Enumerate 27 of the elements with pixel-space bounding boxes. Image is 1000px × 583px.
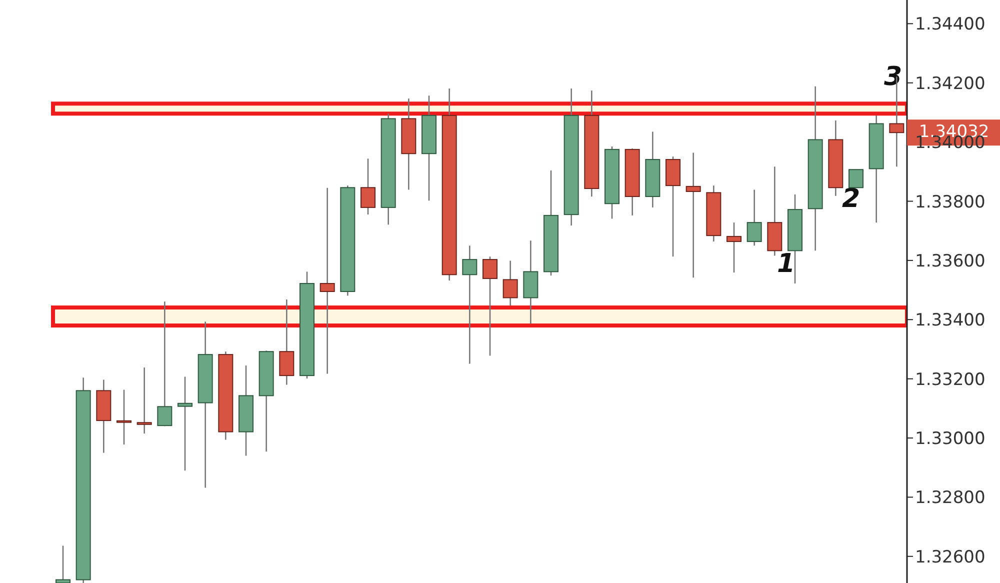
y-tick-label: 1.34400 [915, 14, 986, 35]
candlestick [178, 376, 192, 472]
candlestick [320, 187, 335, 374]
y-tick-label: 1.32800 [915, 488, 986, 508]
candlestick [848, 169, 864, 188]
y-tick-label: 1.33600 [915, 251, 986, 272]
candlestick [116, 389, 132, 446]
candlestick [502, 260, 518, 306]
annotation: 3 [884, 62, 902, 92]
candlestick [360, 158, 376, 216]
candlestick [157, 300, 172, 427]
candlestick [56, 545, 70, 583]
candlestick [136, 366, 152, 434]
y-tick-label: 1.33400 [915, 310, 986, 331]
candlestick [686, 152, 701, 278]
candlestick [482, 256, 498, 356]
candlestick [462, 244, 478, 364]
y-tick-label: 1.34200 [915, 74, 986, 94]
y-tick-label: 1.33200 [915, 370, 986, 390]
y-tick-label: 1.33800 [915, 192, 986, 212]
y-tick-label: 1.33000 [915, 429, 986, 450]
candlestick [279, 298, 294, 386]
y-tick-label: 1.32600 [915, 547, 986, 568]
annotation: 1 [776, 249, 796, 280]
candlestick [746, 189, 762, 246]
annotation: 2 [842, 184, 860, 214]
candlestick [726, 222, 742, 274]
